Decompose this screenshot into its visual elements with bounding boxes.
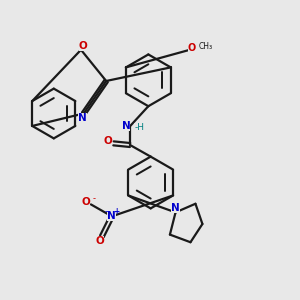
Text: N: N [78,113,87,124]
Text: O: O [103,136,112,146]
Text: N: N [122,121,130,131]
Text: O: O [95,236,104,246]
Text: N: N [171,203,180,213]
Text: O: O [82,197,90,207]
Text: O: O [188,43,196,53]
Text: O: O [79,41,87,51]
Text: -H: -H [134,123,144,132]
Text: -: - [92,194,95,203]
Text: -: - [104,206,108,216]
Text: +: + [114,207,120,216]
Text: CH₃: CH₃ [199,42,213,51]
Text: N: N [107,212,116,221]
